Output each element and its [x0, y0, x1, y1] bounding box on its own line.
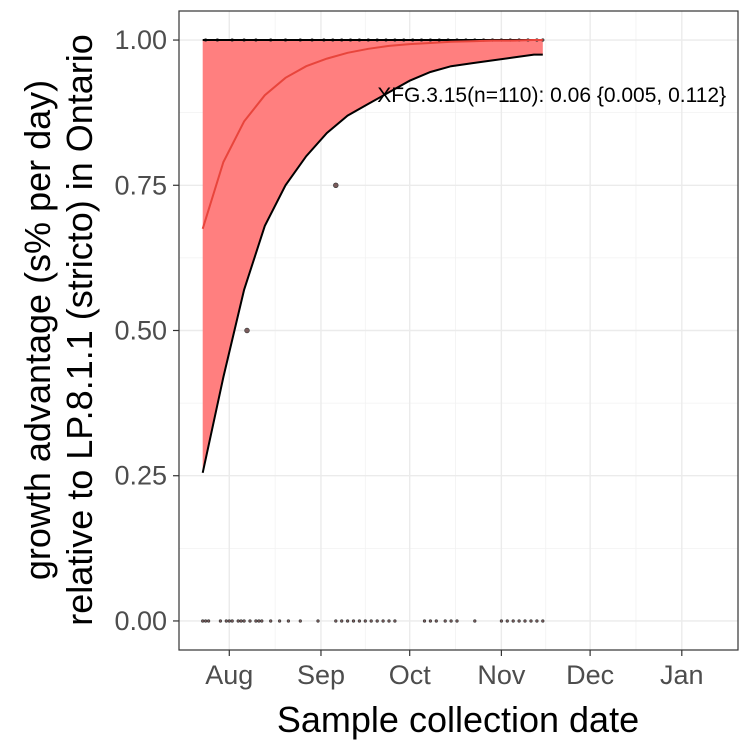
observation-point	[511, 619, 515, 623]
y-axis-title-line-2: relative to LP.8.1.1 (stricto) in Ontari…	[59, 34, 100, 626]
observation-point	[455, 619, 459, 623]
observation-point	[269, 619, 273, 623]
observation-point	[227, 619, 231, 623]
observation-point	[422, 619, 427, 623]
y-tick-label: 0.75	[114, 170, 167, 200]
observation-point	[541, 619, 545, 623]
observation-point	[224, 619, 228, 623]
observation-point	[449, 619, 453, 623]
observation-point	[340, 619, 344, 623]
x-tick-label: Dec	[566, 660, 614, 690]
observation-point	[204, 619, 208, 623]
x-tick-label: Aug	[205, 660, 253, 690]
observation-point	[260, 619, 264, 623]
observation-point	[393, 619, 397, 623]
observation-point	[369, 619, 373, 623]
x-tick-label: Oct	[389, 660, 432, 690]
observation-point	[443, 619, 447, 623]
observation-point	[207, 619, 211, 623]
observation-point	[316, 619, 320, 623]
observation-point	[523, 619, 527, 623]
x-tick-label: Nov	[477, 660, 526, 690]
confidence-ribbon	[202, 40, 543, 473]
y-axis-title-line-1: growth advantage (s% per day)	[17, 80, 58, 580]
observation-point	[381, 619, 385, 623]
observation-point	[236, 619, 240, 623]
observation-point	[334, 619, 338, 623]
observation-point	[387, 619, 391, 623]
y-tick-label: 1.00	[114, 25, 167, 55]
x-axis: Aug Sep Oct Nov Dec Jan	[205, 650, 704, 690]
y-axis: 0.00 0.25 0.50 0.75 1.00	[114, 25, 179, 636]
observation-point	[278, 619, 282, 623]
observation-point	[239, 619, 243, 623]
fit-lines-layer	[201, 39, 543, 474]
y-tick-label: 0.25	[114, 461, 167, 491]
observation-point	[254, 619, 258, 623]
y-tick-label: 0.00	[114, 606, 167, 636]
observation-point	[505, 619, 509, 623]
observation-point	[473, 619, 477, 623]
observation-point	[363, 619, 367, 623]
confidence-ribbon-layer	[202, 40, 543, 473]
fit-line	[201, 39, 543, 230]
observation-point	[434, 619, 438, 623]
observation-point	[499, 619, 504, 623]
observation-point	[286, 619, 291, 623]
observation-point	[257, 619, 261, 623]
observation-point	[201, 619, 205, 623]
observation-point	[517, 619, 521, 623]
observation-point	[357, 619, 362, 623]
observation-point	[535, 619, 539, 623]
x-tick-label: Jan	[660, 660, 704, 690]
observation-point	[244, 327, 250, 334]
observation-point	[351, 619, 356, 623]
x-axis-title: Sample collection date	[277, 699, 639, 740]
ci-lower-line	[201, 53, 543, 474]
observation-point	[248, 619, 252, 623]
observation-point	[298, 619, 302, 623]
observation-point	[529, 619, 533, 623]
observation-point	[218, 619, 222, 623]
observation-point	[428, 619, 433, 623]
observation-point	[230, 619, 234, 623]
observation-point	[375, 619, 379, 623]
x-tick-label: Sep	[297, 660, 345, 690]
observation-point	[333, 182, 339, 189]
observation-point	[346, 619, 350, 623]
annotation-label: XFG.3.15(n=110): 0.06 {0.005, 0.112}	[377, 84, 726, 107]
y-tick-label: 0.50	[114, 316, 167, 346]
observation-point	[242, 619, 246, 623]
